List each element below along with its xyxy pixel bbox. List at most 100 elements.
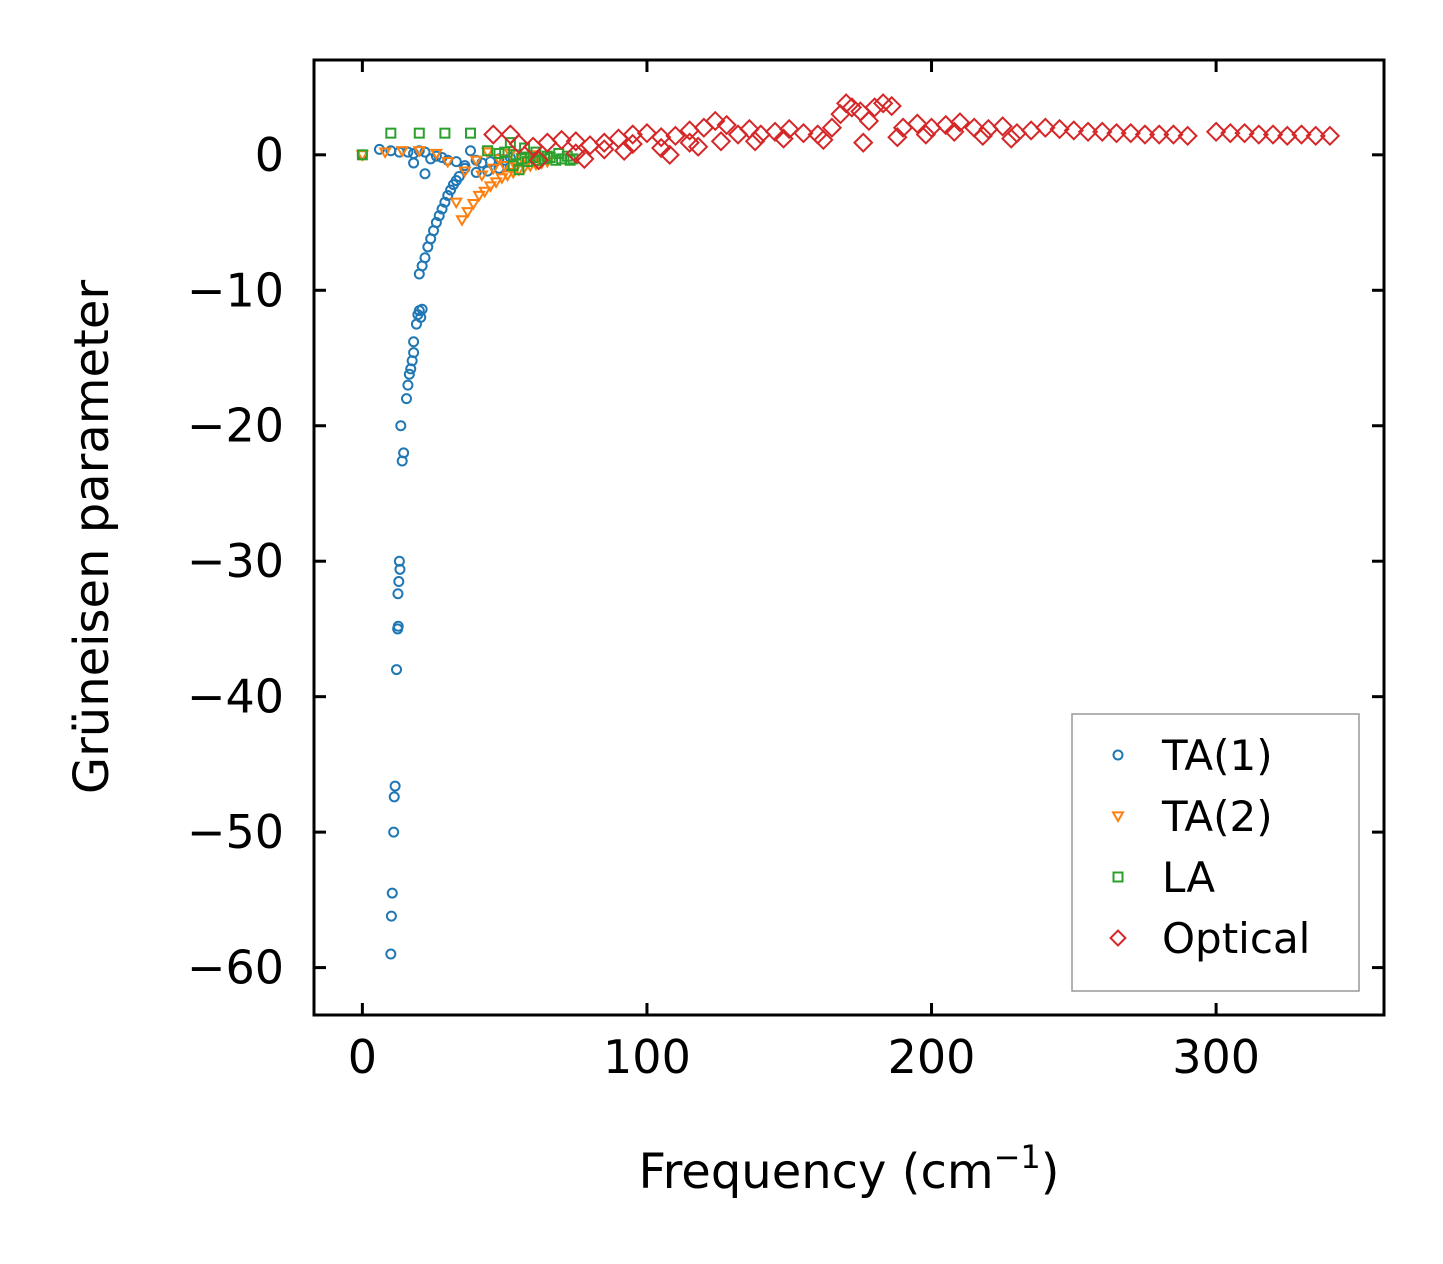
point-optical — [1134, 124, 1156, 145]
point-ta-2 — [472, 190, 486, 203]
y-tick-label: 0 — [255, 128, 284, 182]
point-ta-2 — [395, 146, 409, 158]
point-la — [553, 147, 565, 159]
legend-label-optical: Optical — [1162, 914, 1310, 963]
point-optical — [773, 128, 794, 149]
point-la — [519, 142, 531, 154]
point-optical — [594, 139, 615, 160]
point-ta-2 — [486, 163, 500, 176]
point-optical — [949, 112, 971, 133]
point-ta-1 — [416, 303, 428, 315]
point-ta-1 — [439, 196, 451, 208]
point-ta-1 — [400, 393, 412, 405]
axis-ticks-layer: 0 100 200 300 0 −10 −20 −30 −40 −50 −60 — [187, 60, 1384, 1084]
point-ta-2 — [458, 166, 472, 179]
point-la — [516, 153, 528, 165]
point-optical — [650, 137, 672, 159]
point-optical — [1248, 124, 1269, 145]
point-ta-2 — [483, 181, 498, 193]
point-optical — [1163, 124, 1184, 145]
legend-label-ta-1: TA(1) — [1161, 731, 1273, 780]
point-optical — [574, 148, 595, 170]
point-la — [493, 147, 505, 159]
legend-marker-la — [1112, 871, 1124, 883]
point-ta-1 — [388, 791, 400, 803]
legend: TA(1) TA(2) LA Optical — [1071, 713, 1360, 992]
point-optical — [972, 125, 993, 147]
plot-frame — [312, 58, 1386, 1017]
x-axis-title-superscript: −1 — [994, 1138, 1041, 1176]
point-optical — [1291, 124, 1312, 145]
point-optical — [665, 125, 686, 147]
point-optical — [679, 132, 700, 153]
point-optical — [887, 127, 908, 148]
point-ta-1 — [436, 203, 448, 215]
point-la — [482, 145, 494, 157]
point-ta-1 — [419, 168, 431, 180]
point-optical — [716, 114, 737, 136]
x-tick-label: 300 — [1172, 1030, 1260, 1084]
point-ta-2 — [412, 146, 426, 158]
point-ta-1 — [389, 780, 401, 792]
point-optical — [1001, 128, 1022, 149]
point-ta-2 — [455, 215, 469, 227]
point-ta-2 — [449, 197, 463, 210]
point-optical — [483, 124, 504, 145]
point-optical — [821, 117, 843, 138]
point-ta-1 — [442, 189, 454, 201]
point-optical — [1077, 121, 1099, 142]
legend-items: TA(1) TA(2) LA Optical — [1109, 731, 1310, 963]
point-optical — [1220, 122, 1241, 144]
y-tick-label: −10 — [187, 263, 284, 317]
point-ta-1 — [408, 157, 420, 169]
point-ta-1 — [398, 447, 410, 459]
point-optical — [613, 140, 635, 161]
point-la — [413, 127, 425, 139]
point-optical — [1177, 125, 1198, 147]
point-optical — [565, 143, 586, 164]
point-optical — [1262, 124, 1284, 145]
point-optical — [858, 110, 880, 132]
point-ta-1 — [403, 368, 415, 380]
point-la — [356, 149, 368, 161]
point-ta-1 — [430, 150, 442, 162]
point-ta-2 — [503, 148, 518, 161]
point-ta-1 — [465, 145, 477, 157]
point-optical — [565, 131, 586, 152]
point-ta-2 — [480, 147, 495, 160]
point-optical — [528, 150, 550, 171]
point-ta-1 — [393, 576, 405, 588]
point-optical — [687, 136, 709, 157]
point-ta-1 — [430, 217, 442, 229]
point-optical — [744, 131, 766, 152]
y-tick-label: −60 — [187, 941, 284, 995]
point-optical — [636, 122, 658, 144]
point-la — [499, 146, 511, 158]
legend-marker-ta-1 — [1112, 749, 1124, 761]
point-optical — [1319, 125, 1341, 147]
x-axis-title-main: Frequency (cm — [638, 1144, 993, 1200]
x-axis-title-end: ) — [1041, 1144, 1060, 1200]
x-tick-label: 0 — [348, 1030, 377, 1084]
point-optical — [1035, 117, 1056, 138]
point-optical — [1234, 122, 1255, 144]
point-optical — [1106, 122, 1127, 144]
point-ta-1 — [408, 336, 420, 348]
point-la — [439, 127, 451, 139]
point-ta-1 — [392, 623, 404, 635]
point-optical — [944, 121, 965, 142]
point-optical — [907, 113, 928, 134]
point-optical — [813, 129, 834, 151]
y-axis-title: Grüneisen parameter — [64, 280, 120, 795]
point-optical — [622, 133, 643, 155]
point-optical — [881, 95, 902, 117]
point-la — [504, 137, 516, 149]
legend-label-la: LA — [1162, 853, 1215, 902]
point-ta-2 — [469, 155, 483, 168]
point-ta-2 — [478, 186, 492, 199]
point-ta-1 — [433, 210, 445, 222]
x-axis-title: Frequency (cm−1) — [638, 1138, 1059, 1200]
point-ta-1 — [445, 184, 457, 196]
point-ta-1 — [453, 170, 465, 182]
